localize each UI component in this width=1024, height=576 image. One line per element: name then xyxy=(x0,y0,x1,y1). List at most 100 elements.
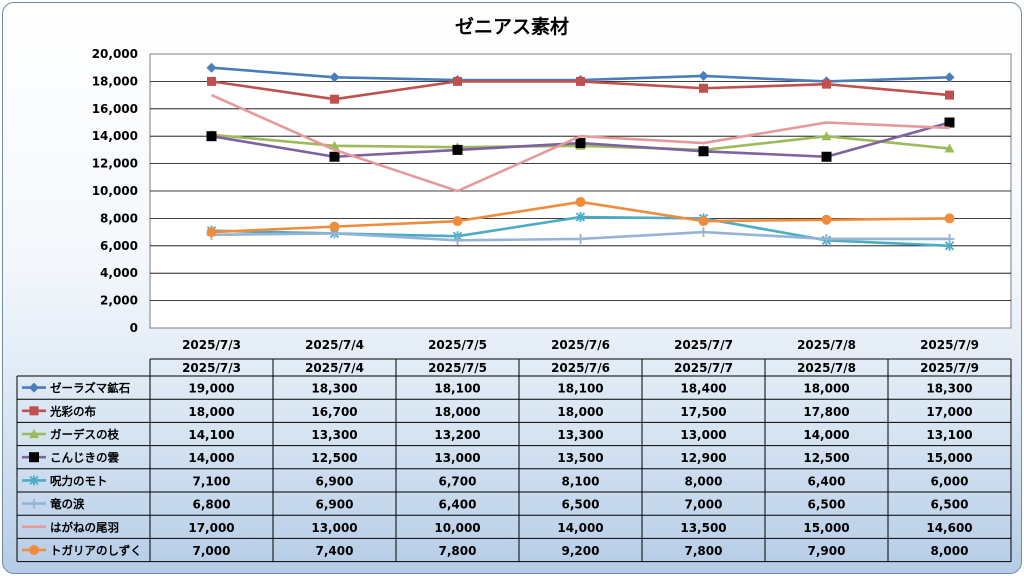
series-8 xyxy=(206,196,955,238)
data-point xyxy=(206,131,217,142)
x-tick-label: 2025/7/8 xyxy=(797,338,856,352)
legend-key xyxy=(22,429,46,438)
table-cell: 14,600 xyxy=(926,521,972,535)
chart-title: ゼニアス素材 xyxy=(455,15,569,38)
data-point xyxy=(944,143,955,153)
y-tick-label: 16,000 xyxy=(92,102,138,116)
legend-key-marker xyxy=(29,452,39,463)
legend-key xyxy=(22,545,46,555)
table-cell: 18,400 xyxy=(680,382,726,396)
data-point xyxy=(698,70,709,81)
data-point xyxy=(821,131,832,141)
series-name: トガリアのしずく xyxy=(50,544,142,558)
series-name: 光彩の布 xyxy=(49,404,96,418)
series-name: 呪力のモト xyxy=(50,474,108,488)
table-cell: 14,100 xyxy=(188,428,234,442)
table-cell: 17,800 xyxy=(803,405,849,419)
table-cell: 6,800 xyxy=(193,498,231,512)
y-tick-label: 20,000 xyxy=(92,47,138,61)
table-cell: 12,900 xyxy=(680,451,726,465)
series-2 xyxy=(207,76,954,104)
table-cell: 13,200 xyxy=(434,428,480,442)
data-point xyxy=(821,214,832,225)
legend-key xyxy=(22,498,46,509)
y-tick-label: 12,000 xyxy=(92,157,138,171)
data-point xyxy=(822,79,831,89)
table-cell: 13,500 xyxy=(557,451,603,465)
legend-key-marker xyxy=(29,545,39,555)
y-tick-label: 18,000 xyxy=(92,74,138,88)
data-point xyxy=(821,151,832,162)
data-point xyxy=(575,233,586,244)
table-cell: 18,000 xyxy=(803,382,849,396)
table-cell: 7,100 xyxy=(193,474,231,488)
y-tick-label: 14,000 xyxy=(92,129,138,143)
data-point xyxy=(452,144,463,155)
series-name: 竜の涙 xyxy=(50,497,85,511)
y-tick-label: 10,000 xyxy=(92,184,138,198)
table-cell: 7,900 xyxy=(808,544,846,558)
data-point xyxy=(944,72,955,83)
table-header-cell: 2025/7/3 xyxy=(182,361,241,375)
chart-canvas: ゼニアス素材 20,000 18,000 16,000 14,000 12,000 10,0… xyxy=(16,15,1012,563)
table-cell: 18,000 xyxy=(188,405,234,419)
data-point xyxy=(821,233,832,244)
data-point xyxy=(575,138,586,149)
table-cell: 12,500 xyxy=(803,451,849,465)
table-cell: 6,500 xyxy=(562,498,600,512)
table-cell: 6,400 xyxy=(439,498,477,512)
table-cell: 6,500 xyxy=(808,498,846,512)
table-cell: 6,700 xyxy=(439,474,477,488)
table-header-cell: 2025/7/5 xyxy=(428,361,487,375)
x-tick-label: 2025/7/4 xyxy=(305,338,364,352)
table-cell: 13,100 xyxy=(926,428,972,442)
table-cell: 13,300 xyxy=(311,428,357,442)
table-cell: 18,300 xyxy=(311,382,357,396)
x-tick-label: 2025/7/3 xyxy=(182,338,241,352)
table-cell: 8,000 xyxy=(931,544,969,558)
table-cell: 15,000 xyxy=(803,521,849,535)
table-header-cell: 2025/7/4 xyxy=(305,361,364,375)
table-cell: 6,000 xyxy=(931,474,969,488)
series-name: ゼーラズマ鉱石 xyxy=(50,381,130,395)
series-name: こんじきの雲 xyxy=(50,451,119,465)
table-cell: 13,500 xyxy=(680,521,726,535)
data-point xyxy=(207,76,216,86)
legend-key-marker xyxy=(29,498,39,509)
data-point xyxy=(944,213,955,224)
table-cell: 8,000 xyxy=(685,474,723,488)
table-cell: 18,000 xyxy=(434,405,480,419)
table-cell: 7,000 xyxy=(193,544,231,558)
x-tick-label: 2025/7/6 xyxy=(551,338,610,352)
data-point xyxy=(944,117,955,128)
table-cell: 14,000 xyxy=(803,428,849,442)
table-cell: 9,200 xyxy=(562,544,600,558)
data-point xyxy=(944,233,955,244)
table-cell: 18,100 xyxy=(557,382,603,396)
data-point xyxy=(575,212,586,223)
data-point xyxy=(330,94,339,104)
table-cell: 13,000 xyxy=(434,451,480,465)
data-point xyxy=(329,72,340,83)
table-header-cell: 2025/7/7 xyxy=(674,361,733,375)
data-point xyxy=(698,227,709,238)
data-point xyxy=(206,227,217,238)
table-cell: 19,000 xyxy=(188,382,234,396)
data-point xyxy=(945,90,954,100)
data-point xyxy=(699,83,708,93)
table-cell: 6,500 xyxy=(931,498,969,512)
data-point xyxy=(698,146,709,157)
table-cell: 7,800 xyxy=(439,544,477,558)
data-table: 2025/7/3 2025/7/4 2025/7/5 2025/7/6 2025/7/7… xyxy=(16,358,1012,563)
y-tick-label: 4,000 xyxy=(100,266,138,280)
table-cell: 12,500 xyxy=(311,451,357,465)
table-cell: 13,300 xyxy=(557,428,603,442)
x-tick-label: 2025/7/9 xyxy=(920,338,979,352)
table-cell: 18,300 xyxy=(926,382,972,396)
table-cell: 17,000 xyxy=(926,405,972,419)
table-header-cell: 2025/7/9 xyxy=(920,361,979,375)
data-point xyxy=(329,221,340,232)
table-cell: 15,000 xyxy=(926,451,972,465)
series-name: ガーデスの枝 xyxy=(50,428,119,442)
